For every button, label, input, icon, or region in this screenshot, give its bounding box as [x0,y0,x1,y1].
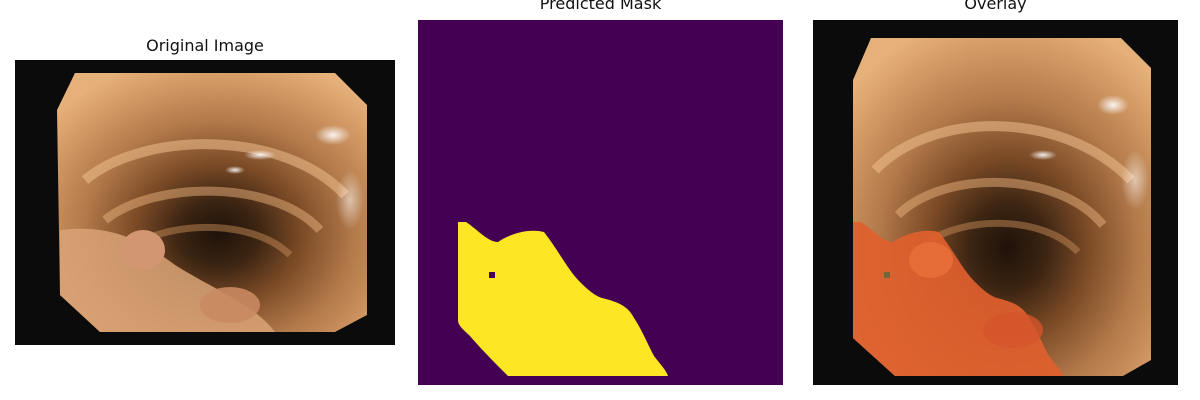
mask-region [458,222,668,376]
overlay-title: Overlay [964,0,1027,13]
original-image-title: Original Image [146,36,264,55]
mask-hole [489,272,495,278]
predicted-mask [418,20,783,385]
predicted-mask-title: Predicted Mask [539,0,662,13]
original-image [15,60,395,345]
overlay-image [813,20,1178,385]
